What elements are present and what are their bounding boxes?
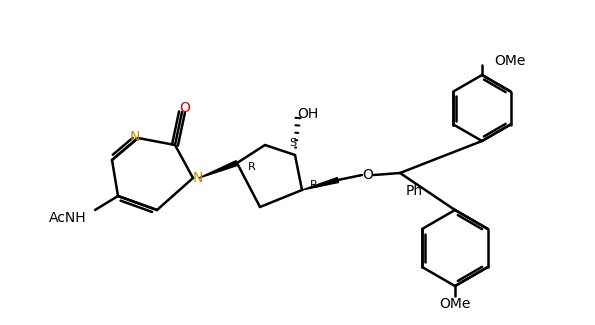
Polygon shape [199,161,238,178]
Text: OMe: OMe [494,54,525,68]
Text: N: N [130,130,140,144]
Text: R: R [310,180,318,190]
Text: OMe: OMe [439,297,471,311]
Text: OH: OH [298,107,319,121]
Text: Ph: Ph [405,184,422,198]
Text: O: O [362,168,374,182]
Text: R: R [248,162,256,172]
Polygon shape [302,177,339,190]
Text: AcNH: AcNH [49,211,87,225]
Text: O: O [180,101,190,115]
Text: N: N [193,171,203,185]
Text: S: S [289,138,296,148]
